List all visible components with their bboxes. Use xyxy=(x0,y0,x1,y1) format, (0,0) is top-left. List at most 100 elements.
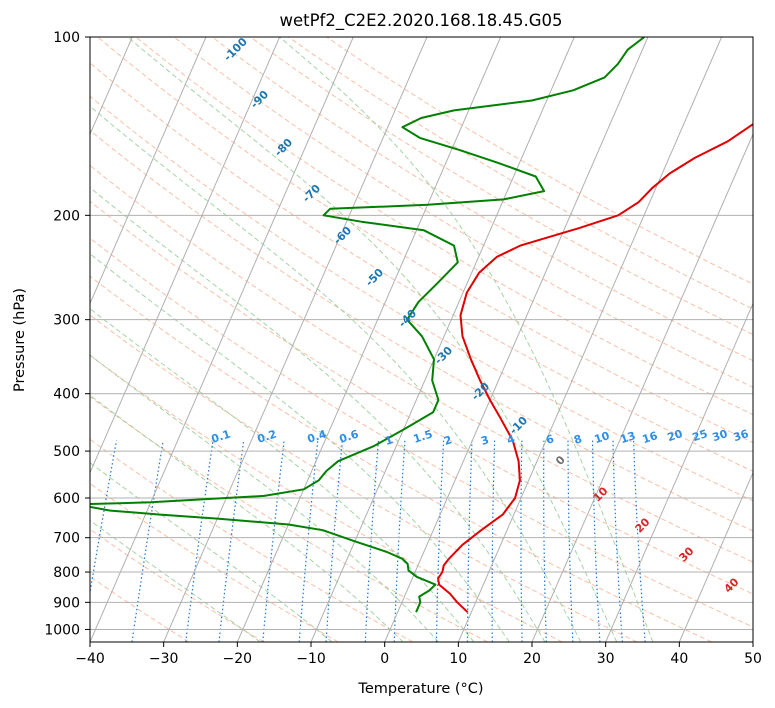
dry-adiabat-line xyxy=(90,354,563,642)
isotherm-line xyxy=(531,132,753,642)
mixing-ratio-label: 16 xyxy=(641,429,660,446)
plot-area xyxy=(90,37,753,642)
y-tick-label: 500 xyxy=(53,444,80,460)
mixing-ratio-line xyxy=(592,440,601,642)
mixing-ratio-line xyxy=(262,440,285,642)
x-tick-label: −30 xyxy=(149,651,179,667)
mixing-ratio-label: 0.2 xyxy=(256,427,279,445)
y-axis-label: Pressure (hPa) xyxy=(12,288,28,392)
y-tick-label: 300 xyxy=(53,313,80,329)
mixing-ratio-label: 25 xyxy=(691,427,710,444)
moist-adiabat-line xyxy=(90,519,261,642)
x-axis-ticks: −40 −30 −20 −10 0 10 20 30 40 50 xyxy=(75,642,762,667)
mixing-ratio-line xyxy=(90,440,118,597)
y-tick-label: 700 xyxy=(53,531,80,547)
dewpoint-line xyxy=(90,37,645,613)
x-tick-label: 0 xyxy=(380,651,389,667)
mixing-ratio-label: 8 xyxy=(572,432,583,447)
x-axis-label: Temperature (°C) xyxy=(357,681,483,697)
dry-adiabat-line xyxy=(90,314,638,642)
y-tick-label: 1000 xyxy=(44,622,80,638)
mixing-ratio-label: 2 xyxy=(442,433,453,448)
x-tick-label: 40 xyxy=(670,651,688,667)
y-tick-label: 900 xyxy=(53,595,80,611)
mixing-ratio-label: 1.5 xyxy=(412,427,435,445)
mixing-ratio-line xyxy=(612,440,623,642)
mixing-ratio-line xyxy=(543,440,547,642)
moist-adiabat-line xyxy=(279,37,654,642)
dry-adiabats xyxy=(90,37,753,642)
pressure-gridlines xyxy=(90,37,753,630)
dry-adiabat-line xyxy=(90,95,753,502)
moist-adiabat-line xyxy=(127,37,618,642)
dry-adiabat-line xyxy=(90,237,753,628)
mixing-ratio-label: 0.1 xyxy=(210,427,233,445)
x-tick-label: −20 xyxy=(223,651,253,667)
mixing-ratio-label: 3 xyxy=(479,433,490,448)
mixing-ratio-line xyxy=(185,440,214,642)
isotherm-line xyxy=(605,302,753,642)
moist-adiabats xyxy=(90,37,654,642)
mixing-ratio-line xyxy=(435,440,445,642)
plot-frame xyxy=(89,36,754,643)
temperature-line xyxy=(437,123,753,613)
moist-adiabat-line xyxy=(90,253,510,642)
mixing-ratio-label: 36 xyxy=(732,427,751,444)
mixing-ratio-label: 0.4 xyxy=(306,427,329,445)
moist-adiabat-line xyxy=(90,462,333,642)
chart-title: wetPf2_C2E2.2020.168.18.45.G05 xyxy=(279,11,562,31)
mixing-ratio-label: 20 xyxy=(666,427,685,444)
mixing-ratio-line xyxy=(218,440,245,642)
x-tick-label: 20 xyxy=(523,651,541,667)
mixing-ratio-line xyxy=(298,440,319,642)
mixing-ratio-line xyxy=(633,440,646,642)
mixing-ratio-line xyxy=(325,440,343,642)
mixing-ratio-lines xyxy=(90,440,646,642)
x-tick-label: −40 xyxy=(75,651,105,667)
dry-adiabat-line xyxy=(97,37,753,444)
moist-adiabat-line xyxy=(90,394,404,642)
x-tick-label: 30 xyxy=(597,651,615,667)
mixing-ratio-label: 13 xyxy=(619,429,638,446)
isotherm-line xyxy=(678,471,753,642)
isotherm-line xyxy=(384,37,649,642)
dry-adiabat-line xyxy=(90,275,712,642)
isotherm-line xyxy=(90,37,281,474)
mixing-ratio-line xyxy=(364,440,380,642)
y-tick-label: 800 xyxy=(53,565,80,581)
dry-adiabat-line xyxy=(135,37,753,416)
mixing-ratio-line xyxy=(520,440,523,642)
y-axis-ticks: 100 200 300 400 500 600 700 800 900 1000 xyxy=(44,30,90,638)
dry-adiabat-line xyxy=(90,200,753,595)
mixing-ratio-line xyxy=(567,440,574,642)
dry-adiabat-line xyxy=(173,37,753,388)
x-tick-label: 10 xyxy=(449,651,467,667)
dry-adiabat-line xyxy=(90,129,753,532)
x-tick-label: −10 xyxy=(296,651,326,667)
dry-adiabat-line xyxy=(326,37,753,285)
moist-adiabat-line xyxy=(90,105,582,642)
isotherm-line xyxy=(236,37,502,642)
mixing-ratio-label: 10 xyxy=(593,429,612,446)
isotherm-line xyxy=(90,37,207,305)
dry-adiabat-line xyxy=(90,482,339,642)
mixing-ratio-label: 30 xyxy=(711,427,730,444)
mixing-ratio-label: 1 xyxy=(383,433,394,448)
x-tick-label: 50 xyxy=(744,651,762,667)
mixing-ratio-label: 0.6 xyxy=(338,427,361,445)
mixing-ratio-label: 4 xyxy=(505,432,517,447)
isotherm-line xyxy=(457,37,723,642)
y-tick-label: 100 xyxy=(53,30,80,46)
data-series xyxy=(90,37,753,613)
y-tick-label: 600 xyxy=(53,491,80,507)
y-tick-label: 400 xyxy=(53,387,80,403)
mixing-ratio-line xyxy=(466,440,473,642)
y-tick-label: 200 xyxy=(53,208,80,224)
moist-adiabat-line xyxy=(90,308,475,642)
isotherm-line xyxy=(90,37,354,642)
isotherm-line xyxy=(163,37,428,642)
moist-adiabat-line xyxy=(90,186,546,642)
mixing-ratio-line xyxy=(491,440,496,642)
dry-adiabat-line xyxy=(90,396,488,642)
